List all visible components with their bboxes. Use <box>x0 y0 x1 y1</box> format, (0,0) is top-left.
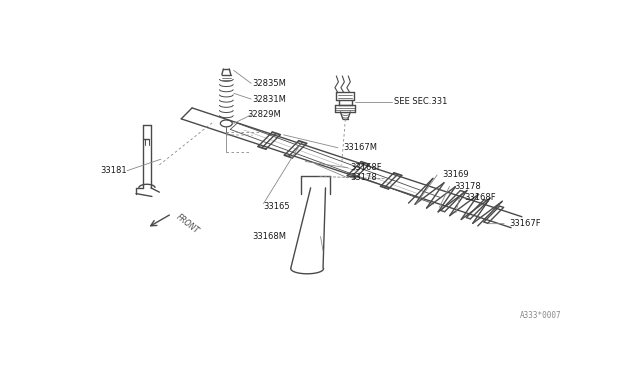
Text: SEE SEC.331: SEE SEC.331 <box>394 97 447 106</box>
Text: 33168M: 33168M <box>252 232 286 241</box>
Text: 33168F: 33168F <box>350 163 382 172</box>
Text: 33178: 33178 <box>350 173 377 182</box>
Text: 33169: 33169 <box>442 170 468 179</box>
Text: FRONT: FRONT <box>174 212 200 235</box>
Text: 33167F: 33167F <box>509 219 541 228</box>
Text: 33167M: 33167M <box>343 143 377 152</box>
Text: 33178: 33178 <box>454 182 481 191</box>
Text: 32835M: 32835M <box>253 79 287 88</box>
Text: 32831M: 32831M <box>253 94 287 103</box>
Text: 33168F: 33168F <box>465 193 496 202</box>
Text: 33165: 33165 <box>264 202 290 211</box>
Text: A333*0007: A333*0007 <box>520 311 561 320</box>
Text: 32829M: 32829M <box>248 110 282 119</box>
Text: 33181: 33181 <box>100 166 127 175</box>
